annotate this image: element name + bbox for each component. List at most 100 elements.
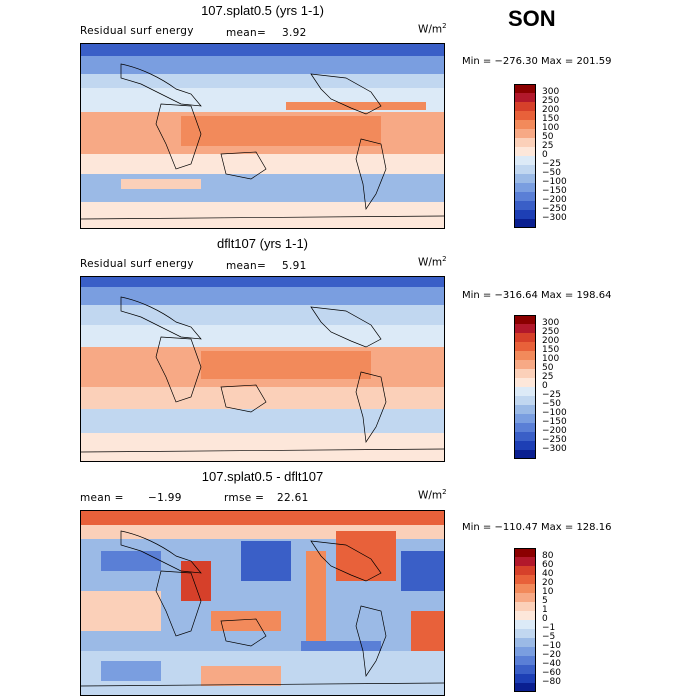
colorbar-swatch (514, 432, 536, 441)
colorbar-swatch (514, 387, 536, 396)
colorbar-label: −50 (542, 399, 561, 409)
colorbar-swatch (514, 378, 536, 387)
panel-1-mean-value: 3.92 (282, 27, 307, 39)
colorbar-swatch (514, 414, 536, 423)
colorbar-label: −5 (542, 632, 556, 642)
colorbar-label: −20 (542, 650, 561, 660)
colorbar-swatch (514, 129, 536, 138)
colorbar-swatch (514, 192, 536, 201)
colorbar-label: 80 (542, 551, 554, 561)
colorbar-label: −25 (542, 159, 561, 169)
colorbar-label: 25 (542, 141, 554, 151)
panel-2-map-image (81, 277, 444, 461)
colorbar-swatch (514, 396, 536, 405)
colorbar-label: 300 (542, 87, 560, 97)
colorbar-label: −50 (542, 168, 561, 178)
colorbar-swatch (514, 629, 536, 638)
colorbar-swatch (514, 584, 536, 593)
colorbar-label: 5 (542, 596, 548, 606)
colorbar-label: 300 (542, 318, 560, 328)
colorbar-label: 10 (542, 587, 554, 597)
colorbar-swatch (514, 219, 536, 228)
colorbar-swatch (514, 120, 536, 129)
colorbar-swatch (514, 342, 536, 351)
colorbar-swatch (514, 84, 536, 93)
colorbar-label: 150 (542, 114, 560, 124)
colorbar-swatch (514, 147, 536, 156)
colorbar-swatch (514, 165, 536, 174)
colorbar-label: 50 (542, 363, 554, 373)
panel-1-minmax: Min = −276.30 Max = 201.59 (462, 56, 612, 67)
colorbar-swatch (514, 138, 536, 147)
panel-3-map (80, 510, 445, 696)
panel-3-title: 107.splat0.5 - dflt107 (201, 469, 324, 484)
colorbar-swatch (514, 548, 536, 557)
panel-1-mean-label: mean= (226, 27, 267, 39)
colorbar-label: 1 (542, 605, 548, 615)
colorbar-swatch (514, 620, 536, 629)
panel-3-minmax: Min = −110.47 Max = 128.16 (462, 522, 612, 533)
panel-2-field-label: Residual surf energy (80, 258, 194, 270)
panel-1-title: 107.splat0.5 (yrs 1-1) (201, 3, 324, 18)
panel-1-map (80, 43, 445, 229)
panel-2-units: W/m2 (418, 255, 447, 269)
colorbar-label: −300 (542, 213, 567, 223)
colorbar-label: −300 (542, 444, 567, 454)
colorbar-label: 50 (542, 132, 554, 142)
colorbar-label: 150 (542, 345, 560, 355)
colorbar-label: 200 (542, 336, 560, 346)
panel-3-rmse-value: 22.61 (277, 492, 309, 504)
panel-1-field-label: Residual surf energy (80, 25, 194, 37)
colorbar-swatch (514, 102, 536, 111)
colorbar-label: −100 (542, 177, 567, 187)
panel-3-rmse-label: rmse = (224, 492, 265, 504)
panel-3-units: W/m2 (418, 488, 447, 502)
colorbar-label: −40 (542, 659, 561, 669)
panel-1-map-image (81, 44, 444, 228)
panel-3-map-image (81, 511, 444, 695)
colorbar-swatch (514, 183, 536, 192)
colorbar-swatch (514, 423, 536, 432)
panel-3-mean-label: mean = (80, 492, 124, 504)
colorbar-swatch (514, 566, 536, 575)
colorbar-label: 250 (542, 327, 560, 337)
colorbar-swatch (514, 665, 536, 674)
colorbar-swatch (514, 405, 536, 414)
colorbar-label: −60 (542, 668, 561, 678)
panel-2-mean-value: 5.91 (282, 260, 307, 272)
colorbar-swatch (514, 315, 536, 324)
colorbar-label: 0 (542, 150, 548, 160)
colorbar-label: 40 (542, 569, 554, 579)
colorbar-label: 25 (542, 372, 554, 382)
season-label: SON (508, 6, 556, 31)
colorbar-swatch (514, 201, 536, 210)
colorbar-label: −80 (542, 677, 561, 687)
colorbar-label: 250 (542, 96, 560, 106)
colorbar-swatch (514, 575, 536, 584)
panel-2-mean-label: mean= (226, 260, 267, 272)
colorbar-label: −250 (542, 435, 567, 445)
colorbar-swatch (514, 638, 536, 647)
colorbar-label: 20 (542, 578, 554, 588)
panel-2-title: dflt107 (yrs 1-1) (216, 236, 309, 251)
colorbar-swatch (514, 324, 536, 333)
colorbar-label: −10 (542, 641, 561, 651)
colorbar-label: 60 (542, 560, 554, 570)
colorbar-label: −100 (542, 408, 567, 418)
colorbar-swatch (514, 656, 536, 665)
panel-3-colorbar: 80 60 40 20 10 5 1 0 −1 −5 −10 −20 −40 −60 −80 (514, 548, 561, 692)
colorbar-label: −200 (542, 195, 567, 205)
colorbar-label: −150 (542, 417, 567, 427)
colorbar-label: −200 (542, 426, 567, 436)
panel-2-map (80, 276, 445, 462)
colorbar-swatch (514, 602, 536, 611)
colorbar-swatch (514, 174, 536, 183)
colorbar-swatch (514, 557, 536, 566)
colorbar-swatch (514, 369, 536, 378)
colorbar-label: −25 (542, 390, 561, 400)
panel-1-colorbar: 300 250 200 150 100 50 25 0 −25 −50 −100 −150 −200 −2… (514, 84, 567, 228)
colorbar-label: 200 (542, 105, 560, 115)
colorbar-swatch (514, 156, 536, 165)
panel-2-minmax: Min = −316.64 Max = 198.64 (462, 290, 612, 301)
colorbar-label: 0 (542, 614, 548, 624)
